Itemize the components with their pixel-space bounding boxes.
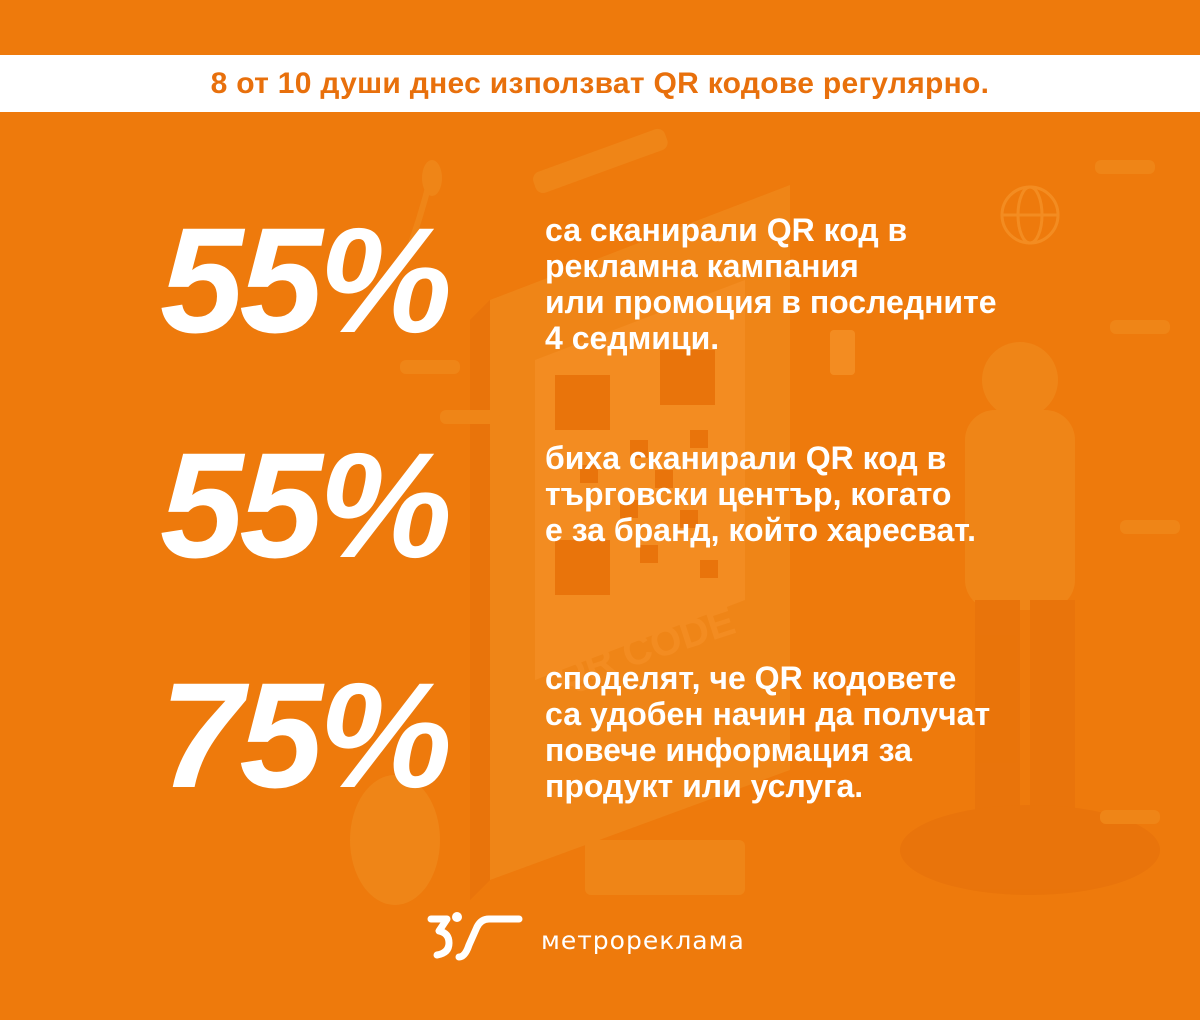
title-banner: 8 от 10 души днес използват QR кодове ре… [0,55,1200,112]
stat-line: 4 седмици. [545,320,720,356]
stat-line: търговски център, когато [545,476,952,512]
logo-wordmark: метрореклама [541,925,745,955]
stat-line: споделят, че QR кодовете [545,660,957,696]
stat-line: рекламна кампания [545,248,859,284]
stat-percentage: 55% [160,421,452,589]
stat-percentage: 55% [160,196,452,364]
stat-line: е за бранд, който харесват. [545,512,976,548]
banner-title: 8 от 10 души днес използват QR кодове ре… [210,66,990,100]
background-illustration: QR CODE [350,128,1180,905]
plant-icon [350,160,442,905]
stat-line: биха сканирали QR код в [545,440,947,476]
stat-description: са сканирали QR код в рекламна кампания … [545,212,1145,356]
globe-icon [1000,185,1060,245]
qr-code-poster-icon: QR CODE [470,185,790,900]
stat-line: са сканирали QR код в [545,212,908,248]
stat-description: биха сканирали QR код в търговски център… [545,440,1145,548]
stat-line: или промоция в последните [545,284,997,320]
brand-logo: метрореклама [425,905,745,975]
stat-description: споделят, че QR кодовете са удобен начин… [545,660,1145,804]
stat-line: повече информация за [545,732,912,768]
stat-percentage: 75% [160,651,452,819]
stat-line: са удобен начин да получат [545,696,991,732]
person-with-phone-icon [830,330,1160,895]
stat-line: продукт или услуга. [545,768,864,804]
metroreklama-logo-icon [427,912,523,961]
